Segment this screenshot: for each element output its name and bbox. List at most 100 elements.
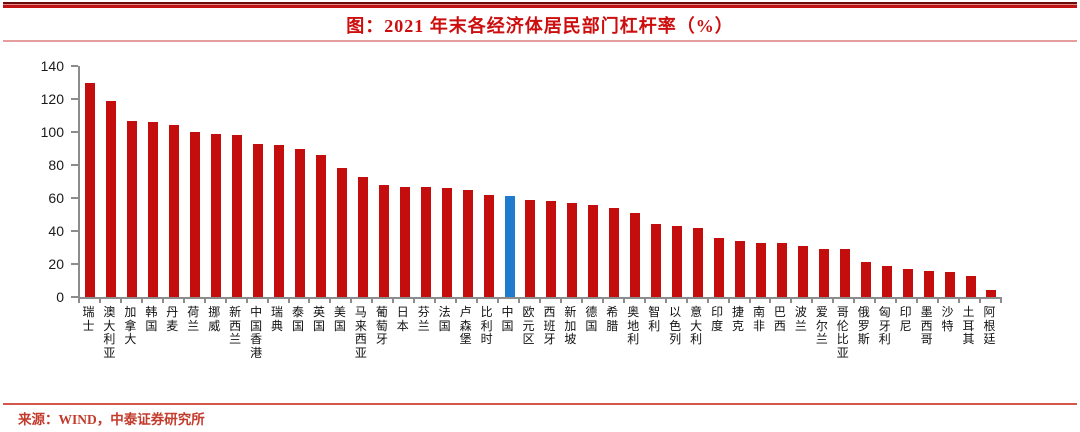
x-axis-labels: 瑞士澳大利亚加拿大韩国丹麦荷兰挪威新西兰中国香港瑞典泰国英国美国马来西亚葡萄牙日… bbox=[78, 305, 1000, 360]
bar-slot bbox=[164, 66, 185, 297]
x-axis-label: 法国 bbox=[438, 305, 451, 333]
bar-新西兰 bbox=[232, 135, 243, 297]
x-axis-tick bbox=[685, 299, 688, 303]
x-axis-tick bbox=[287, 299, 290, 303]
x-axis-label: 美国 bbox=[333, 305, 346, 333]
x-axis-label: 匈牙利 bbox=[878, 305, 891, 346]
x-axis-tick bbox=[161, 299, 164, 303]
bar-中国香港 bbox=[253, 143, 264, 297]
bar-德国 bbox=[588, 204, 599, 297]
y-axis-tick bbox=[71, 197, 78, 199]
x-axis-tick bbox=[937, 299, 940, 303]
bar-墨西哥 bbox=[923, 270, 934, 297]
x-axis-label: 日本 bbox=[396, 305, 409, 333]
x-axis-label: 泰国 bbox=[292, 305, 305, 333]
bar-slot bbox=[939, 66, 960, 297]
x-axis-tick bbox=[455, 299, 458, 303]
bar-slot bbox=[478, 66, 499, 297]
x-axis-tick bbox=[769, 299, 772, 303]
x-axis-tick bbox=[98, 299, 101, 303]
bar-slot bbox=[248, 66, 269, 297]
x-axis-tick bbox=[874, 299, 877, 303]
bar-奥地利 bbox=[630, 212, 641, 297]
bar-荷兰 bbox=[190, 132, 201, 297]
x-axis-tick bbox=[832, 299, 835, 303]
bar-日本 bbox=[399, 186, 410, 297]
bar-slot bbox=[373, 66, 394, 297]
x-axis-tick bbox=[538, 299, 541, 303]
x-axis-tick bbox=[601, 299, 604, 303]
bar-slot bbox=[352, 66, 373, 297]
bar-捷克 bbox=[735, 240, 746, 297]
bar-slot bbox=[709, 66, 730, 297]
y-axis-tick bbox=[71, 230, 78, 232]
bar-新加坡 bbox=[567, 203, 578, 297]
x-axis-tick bbox=[245, 299, 248, 303]
x-axis-tick bbox=[182, 299, 185, 303]
x-axis-label: 巴西 bbox=[773, 305, 786, 333]
x-axis-tick bbox=[203, 299, 206, 303]
bar-slot bbox=[751, 66, 772, 297]
title-divider bbox=[3, 40, 1077, 42]
bar-slot bbox=[394, 66, 415, 297]
y-axis-tick bbox=[71, 98, 78, 100]
chart-title: 图：2021 年末各经济体居民部门杠杆率（%） bbox=[346, 16, 734, 36]
x-axis-label: 南非 bbox=[752, 305, 765, 333]
x-axis-label: 欧元区 bbox=[522, 305, 535, 346]
x-axis-label: 哥伦比亚 bbox=[836, 305, 849, 360]
bar-挪威 bbox=[211, 133, 222, 297]
bar-slot bbox=[730, 66, 751, 297]
x-axis-label: 德国 bbox=[585, 305, 598, 333]
x-axis-tick bbox=[664, 299, 667, 303]
x-axis-tick bbox=[706, 299, 709, 303]
x-axis-label: 希腊 bbox=[606, 305, 619, 333]
x-axis-label: 葡萄牙 bbox=[375, 305, 388, 346]
x-axis-tick bbox=[119, 299, 122, 303]
x-axis-label: 智利 bbox=[648, 305, 661, 333]
x-axis-tick bbox=[518, 299, 521, 303]
bar-马来西亚 bbox=[357, 176, 368, 297]
bar-slot bbox=[583, 66, 604, 297]
x-axis-label: 英国 bbox=[312, 305, 325, 333]
x-axis-tick bbox=[329, 299, 332, 303]
bar-slot bbox=[122, 66, 143, 297]
bar-芬兰 bbox=[420, 186, 431, 297]
y-axis-tick bbox=[71, 296, 78, 298]
y-axis-tick bbox=[71, 65, 78, 67]
x-axis-tick bbox=[622, 299, 625, 303]
bar-chart-plot-area bbox=[71, 65, 1002, 299]
x-axis-tick bbox=[916, 299, 919, 303]
x-axis-label: 韩国 bbox=[145, 305, 158, 333]
bar-slot bbox=[960, 66, 981, 297]
bar-以色列 bbox=[672, 226, 683, 297]
x-axis-tick bbox=[413, 299, 416, 303]
x-axis-label: 墨西哥 bbox=[920, 305, 933, 346]
bar-泰国 bbox=[295, 148, 305, 297]
bar-智利 bbox=[651, 224, 662, 297]
x-axis-label: 挪威 bbox=[208, 305, 221, 333]
bar-印尼 bbox=[902, 269, 913, 297]
x-axis-tick bbox=[999, 299, 1002, 303]
bar-slot bbox=[206, 66, 227, 297]
bar-slot bbox=[457, 66, 478, 297]
bar-slot bbox=[541, 66, 562, 297]
x-axis-label: 荷兰 bbox=[187, 305, 200, 333]
bar-爱尔兰 bbox=[818, 249, 829, 297]
bar-南非 bbox=[755, 242, 766, 297]
bar-slot bbox=[625, 66, 646, 297]
x-axis-label: 新西兰 bbox=[229, 305, 242, 346]
bar-俄罗斯 bbox=[860, 262, 871, 297]
y-axis-tick bbox=[71, 131, 78, 133]
bar-slot bbox=[646, 66, 667, 297]
y-axis-label: 0 bbox=[56, 289, 64, 305]
bar-加拿大 bbox=[127, 120, 138, 297]
bar-卢森堡 bbox=[462, 189, 473, 297]
bar-西班牙 bbox=[546, 201, 557, 297]
x-axis-label: 中国 bbox=[501, 305, 514, 333]
x-axis-tick bbox=[895, 299, 898, 303]
bar-slot bbox=[792, 66, 813, 297]
y-axis-tick bbox=[71, 263, 78, 265]
bar-slot bbox=[771, 66, 792, 297]
x-axis-tick bbox=[559, 299, 562, 303]
